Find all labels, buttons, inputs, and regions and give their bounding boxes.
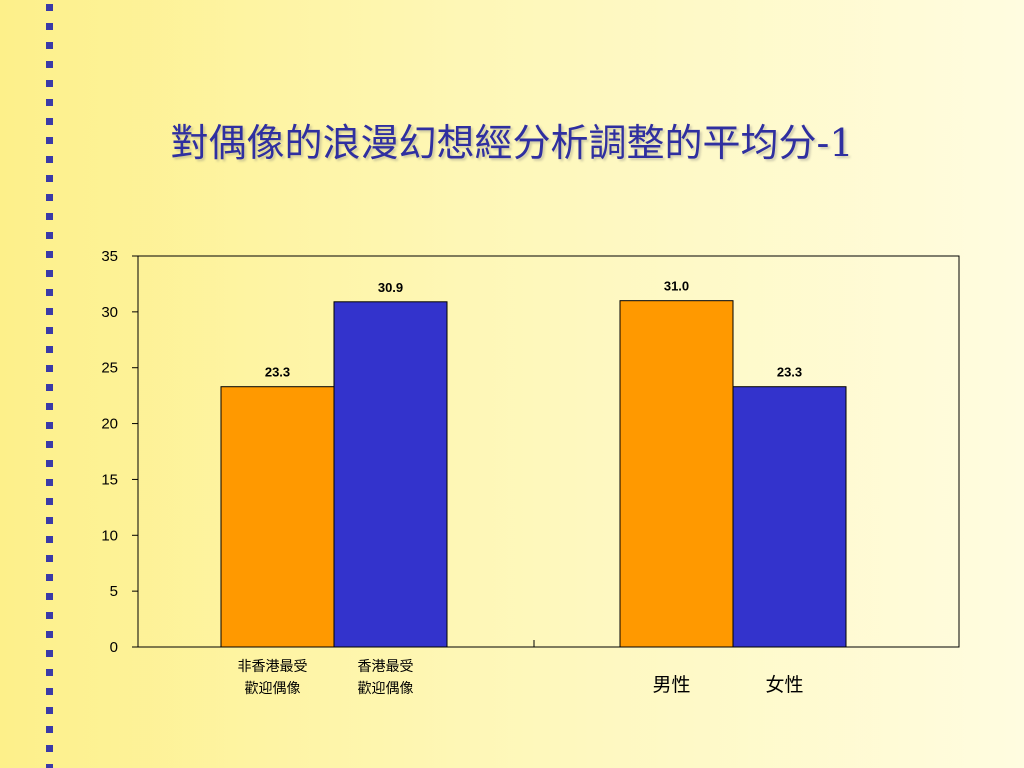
data-label: 23.3 (777, 365, 802, 380)
decorative-square-column (44, 0, 56, 768)
y-tick-label: 5 (110, 583, 118, 600)
category-label: 歡迎偶像 (358, 681, 414, 697)
slide-title: 對偶像的浪漫幻想經分析調整的平均分-1 (170, 121, 854, 165)
data-label: 23.3 (265, 365, 290, 380)
category-label: 香港最受 (358, 659, 414, 675)
y-tick-label: 15 (101, 471, 118, 488)
y-tick-label: 35 (101, 248, 118, 265)
bar-group1-2 (333, 301, 448, 648)
data-label: 31.0 (664, 279, 689, 294)
bar-group2-2 (732, 386, 847, 648)
bar-group2-1 (619, 300, 734, 648)
bar-group1-1 (220, 386, 335, 648)
y-tick-label: 20 (101, 416, 118, 433)
category-label: 非香港最受 (238, 659, 308, 675)
y-tick-label: 10 (101, 527, 118, 544)
gender-label: 女性 (765, 674, 803, 696)
plot-area-frame (137, 255, 960, 648)
category-label: 歡迎偶像 (245, 681, 301, 697)
y-tick-label: 25 (101, 360, 118, 377)
data-label: 30.9 (378, 280, 403, 295)
y-tick-label: 30 (101, 304, 118, 321)
gender-label: 男性 (652, 674, 690, 696)
y-tick-label: 0 (110, 639, 118, 656)
